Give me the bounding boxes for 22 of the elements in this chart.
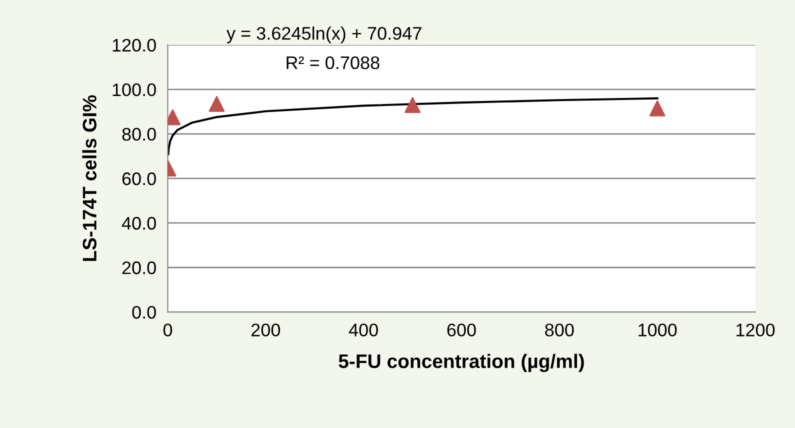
x-tick-label: 400 — [348, 324, 378, 336]
annotation: R² = 0.7088 — [286, 56, 380, 70]
x-axis-title: 5-FU concentration (µg/ml) — [338, 354, 584, 372]
text: y = 3.6245ln(x) + 70.947 — [226, 26, 422, 44]
point — [404, 97, 421, 114]
x-tick-label: 600 — [447, 324, 476, 336]
y-tick-label: 0.0 — [132, 306, 156, 319]
y-tick-label: 60.0 — [122, 172, 156, 186]
x-tick-label: 1200 — [736, 324, 775, 336]
y-tick-label: 120.0 — [112, 38, 156, 52]
y-tick-label: 80.0 — [122, 128, 156, 141]
x-tick-label: 0 — [163, 324, 172, 336]
y-axis-title: LS-174T cells GI% — [82, 95, 96, 261]
y-tick-label: 20.0 — [122, 261, 156, 274]
point — [649, 100, 666, 116]
point — [208, 96, 225, 112]
x-tick-label: 1000 — [638, 324, 677, 336]
x-tick-label: 800 — [545, 324, 574, 336]
line-series — [168, 97, 658, 156]
y-tick-label: 40.0 — [122, 216, 156, 230]
x-tick-label: 200 — [252, 324, 280, 336]
y-tick-label: 100.0 — [112, 83, 156, 96]
